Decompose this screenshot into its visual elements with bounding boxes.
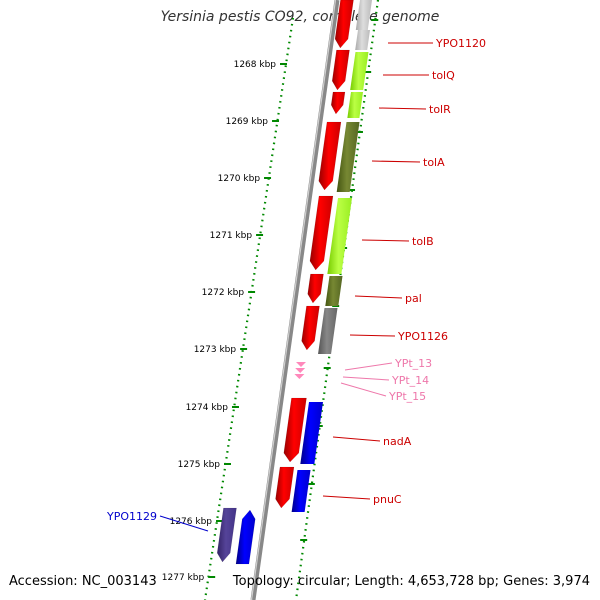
backbone-highlight <box>250 0 337 600</box>
label-leader-line <box>159 515 209 532</box>
ruler-line-right <box>294 0 380 600</box>
feature-outer-nada[interactable] <box>300 402 323 464</box>
accession-text: Accession: NC_003143 <box>9 574 157 589</box>
cds-tolq[interactable] <box>331 49 350 91</box>
label-leader-line <box>322 495 371 500</box>
trna-chevron[interactable] <box>294 374 305 379</box>
cds-ypo1120[interactable] <box>334 0 354 49</box>
scale-tick-label: 1277 kbp <box>162 573 205 583</box>
scale-tick-label: 1270 kbp <box>218 174 261 184</box>
label-leader-line <box>371 160 421 163</box>
label-leader-line <box>378 107 427 110</box>
topology-text: Topology: circular; Length: 4,653,728 bp… <box>232 574 590 589</box>
scale-tick-label: 1274 kbp <box>186 403 229 413</box>
feature-outer-pnuc[interactable] <box>291 470 311 512</box>
label-leader-line <box>344 362 393 371</box>
feature-label-tola[interactable]: tolA <box>423 156 445 169</box>
cds-tola[interactable] <box>318 121 342 191</box>
cds-pal[interactable] <box>307 273 324 304</box>
label-leader-line <box>361 239 410 242</box>
scale-tick-label: 1276 kbp <box>170 517 213 527</box>
feature-label-ypt-15[interactable]: YPt_15 <box>388 390 426 403</box>
feature-label-tolb[interactable]: tolB <box>412 235 434 248</box>
scale-tick-label: 1269 kbp <box>226 117 269 127</box>
feature-outer-ypo1126[interactable] <box>318 308 338 354</box>
feature-label-ypo1126[interactable]: YPO1126 <box>397 330 448 343</box>
label-leader-line <box>342 376 390 381</box>
label-leader-line <box>349 334 396 337</box>
feature-label-tolq[interactable]: tolQ <box>432 69 455 82</box>
feature-outer-tolb[interactable] <box>327 198 352 274</box>
cds-ypo1126[interactable] <box>301 305 320 351</box>
label-leader-line <box>354 295 403 299</box>
feature-outer-tolq[interactable] <box>350 52 369 90</box>
feature-label-pal[interactable]: pal <box>405 292 422 305</box>
feature-label-nada[interactable]: nadA <box>383 435 412 448</box>
feature-label-ypt-14[interactable]: YPt_14 <box>391 374 429 387</box>
scale-tick-label: 1271 kbp <box>210 231 253 241</box>
cds-ypo1129-reverse[interactable] <box>235 509 256 565</box>
trna-chevron[interactable] <box>295 368 306 373</box>
cds-tolb[interactable] <box>309 195 334 271</box>
cds-tolr[interactable] <box>330 91 346 115</box>
feature-outer-pal[interactable] <box>325 276 343 306</box>
feature-label-ypt-13[interactable]: YPt_13 <box>394 357 432 370</box>
feature-label-ypo1120[interactable]: YPO1120 <box>435 37 486 50</box>
scale-tick-label: 1275 kbp <box>178 460 221 470</box>
ruler-line-left <box>203 17 295 600</box>
feature-label-tolr[interactable]: tolR <box>429 103 451 116</box>
cds-nada[interactable] <box>283 397 307 463</box>
cds-pnuc[interactable] <box>275 466 295 509</box>
feature-outer-tola[interactable] <box>336 122 360 192</box>
feature-label-pnuc[interactable]: pnuC <box>373 493 402 506</box>
scale-tick-label: 1268 kbp <box>234 60 277 70</box>
feature-outer-tolr[interactable] <box>347 92 363 118</box>
label-leader-line <box>340 382 387 397</box>
scale-tick-label: 1273 kbp <box>194 345 237 355</box>
feature-outer-1[interactable] <box>355 0 372 30</box>
label-leader-line <box>332 436 381 442</box>
trna-chevron[interactable] <box>296 362 306 367</box>
feature-label-ypo1129[interactable]: YPO1129 <box>106 510 157 523</box>
scale-tick-label: 1272 kbp <box>202 288 245 298</box>
backbone <box>250 0 340 600</box>
cds-ypo1129[interactable] <box>216 507 237 563</box>
feature-outer-2[interactable] <box>355 30 370 50</box>
